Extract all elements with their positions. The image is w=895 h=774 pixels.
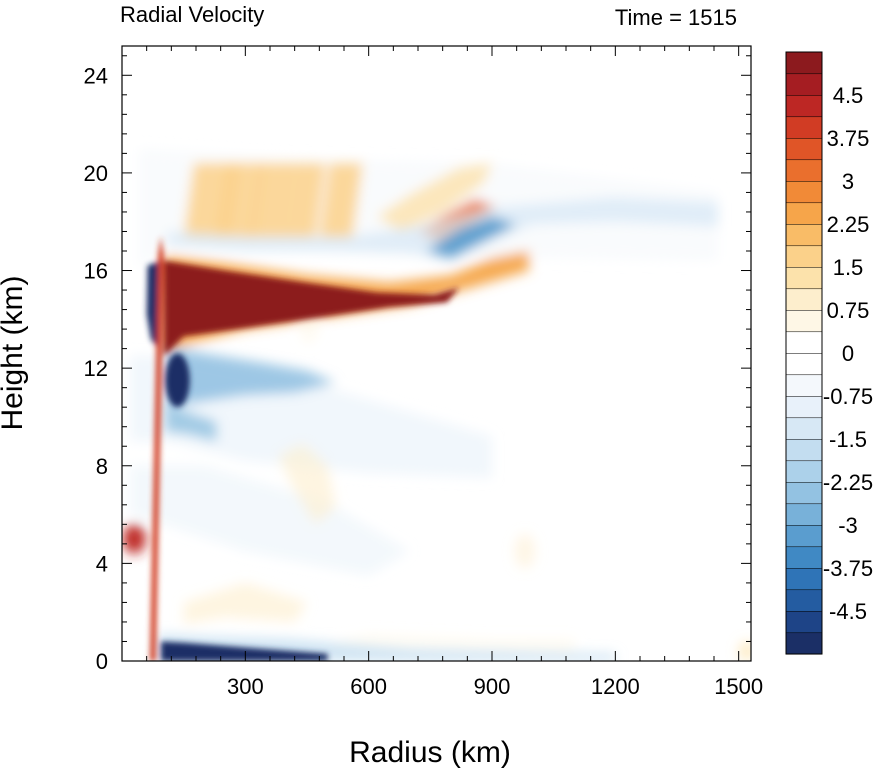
surface-outflow-edge bbox=[738, 641, 751, 661]
low-level-outflow-blob bbox=[122, 524, 146, 554]
x-axis: 300 600 900 1200 1500 bbox=[121, 46, 763, 699]
upper-inflow-core bbox=[426, 216, 517, 259]
colorbar-label: 1.5 bbox=[833, 255, 864, 280]
x-tick-label: 900 bbox=[474, 674, 511, 699]
colorbar-level bbox=[785, 73, 823, 96]
field-core-layer bbox=[146, 236, 460, 661]
colorbar-level bbox=[785, 503, 823, 526]
y-tick-label: 12 bbox=[84, 356, 108, 381]
colorbar-level bbox=[785, 374, 823, 397]
boundary-layer-inflow-core bbox=[161, 641, 328, 661]
colorbar-level bbox=[785, 567, 823, 591]
colorbar-level bbox=[785, 524, 823, 548]
colorbar-level bbox=[785, 51, 823, 75]
colorbar-label: -3 bbox=[838, 513, 858, 538]
colorbar-level bbox=[785, 137, 823, 161]
y-tick-label: 20 bbox=[84, 161, 108, 186]
colorbar-level bbox=[785, 546, 823, 569]
chart-title-right: Time = 1515 bbox=[615, 5, 737, 30]
colorbar-level bbox=[785, 460, 823, 483]
plot-frame bbox=[121, 45, 752, 662]
chart-title-left: Radial Velocity bbox=[120, 2, 264, 27]
colorbar-level bbox=[785, 223, 823, 247]
colorbar-level bbox=[785, 266, 823, 290]
eyewall-inflow-core bbox=[165, 353, 190, 408]
outflow-jet-core bbox=[164, 260, 460, 356]
colorbar-label: -2.25 bbox=[823, 470, 873, 495]
colorbar-label: -4.5 bbox=[829, 599, 867, 624]
x-tick-label: 600 bbox=[350, 674, 387, 699]
y-axis-label: Height (km) bbox=[0, 275, 29, 430]
colorbar-level bbox=[785, 417, 823, 440]
colorbar-level bbox=[785, 202, 823, 225]
colorbar bbox=[785, 51, 823, 655]
colorbar-level bbox=[785, 288, 823, 311]
y-tick-label: 16 bbox=[84, 259, 108, 284]
y-axis: 0 4 8 12 16 20 24 bbox=[84, 55, 751, 674]
colorbar-level bbox=[785, 180, 823, 204]
upper-outflow-streak bbox=[286, 163, 326, 239]
colorbar-label: 3.75 bbox=[827, 126, 870, 151]
colorbar-label: 4.5 bbox=[833, 83, 864, 108]
colorbar-level bbox=[785, 589, 823, 612]
colorbar-label: -1.5 bbox=[829, 427, 867, 452]
weak-outflow-patch bbox=[514, 534, 536, 569]
y-tick-label: 4 bbox=[96, 551, 108, 576]
colorbar-label: -3.75 bbox=[823, 556, 873, 581]
colorbar-label: 3 bbox=[842, 169, 854, 194]
colorbar-level bbox=[785, 245, 823, 268]
x-tick-label: 300 bbox=[227, 674, 264, 699]
eyewall-inflow-band bbox=[167, 346, 336, 408]
midlevel-outflow-streak bbox=[278, 443, 336, 525]
colorbar-level bbox=[785, 116, 823, 139]
colorbar-label: -0.75 bbox=[823, 384, 873, 409]
velocity-field bbox=[122, 148, 751, 661]
y-tick-label: 0 bbox=[96, 649, 108, 674]
colorbar-label: 0 bbox=[842, 341, 854, 366]
x-tick-label: 1500 bbox=[714, 674, 763, 699]
lowlevel-outflow-streak bbox=[183, 582, 307, 625]
colorbar-level bbox=[785, 395, 823, 419]
colorbar-label: 2.25 bbox=[827, 212, 870, 237]
lower-weak-inflow bbox=[130, 465, 410, 576]
colorbar-level bbox=[785, 438, 823, 462]
colorbar-level bbox=[785, 94, 823, 118]
colorbar-level bbox=[785, 610, 823, 634]
surface-outflow-fringe bbox=[327, 634, 575, 652]
colorbar-labels: 4.5 3.75 3 2.25 1.5 0.75 0 -0.75 -1.5 -2.25 -3 -3.7… bbox=[823, 83, 873, 624]
upper-outflow-tongue bbox=[376, 163, 492, 232]
colorbar-level bbox=[785, 309, 823, 333]
upper-outflow-streak bbox=[249, 163, 297, 239]
colorbar-level bbox=[785, 352, 823, 376]
y-tick-label: 8 bbox=[96, 454, 108, 479]
colorbar-level bbox=[785, 632, 823, 655]
colorbar-label: 0.75 bbox=[827, 298, 870, 323]
upper-inflow-band bbox=[167, 197, 719, 261]
colorbar-level bbox=[785, 331, 823, 354]
colorbar-frame bbox=[785, 51, 823, 655]
y-tick-label: 24 bbox=[84, 63, 108, 88]
colorbar-level bbox=[785, 481, 823, 505]
field-smooth-layer bbox=[122, 148, 751, 661]
eyewall-updraft-line bbox=[150, 236, 164, 661]
x-tick-label: 1200 bbox=[591, 674, 640, 699]
midlevel-inflow-lobe bbox=[165, 402, 217, 442]
upper-outflow-streak bbox=[319, 163, 363, 239]
colorbar-level bbox=[785, 159, 823, 182]
x-axis-label: Radius (km) bbox=[349, 736, 511, 769]
